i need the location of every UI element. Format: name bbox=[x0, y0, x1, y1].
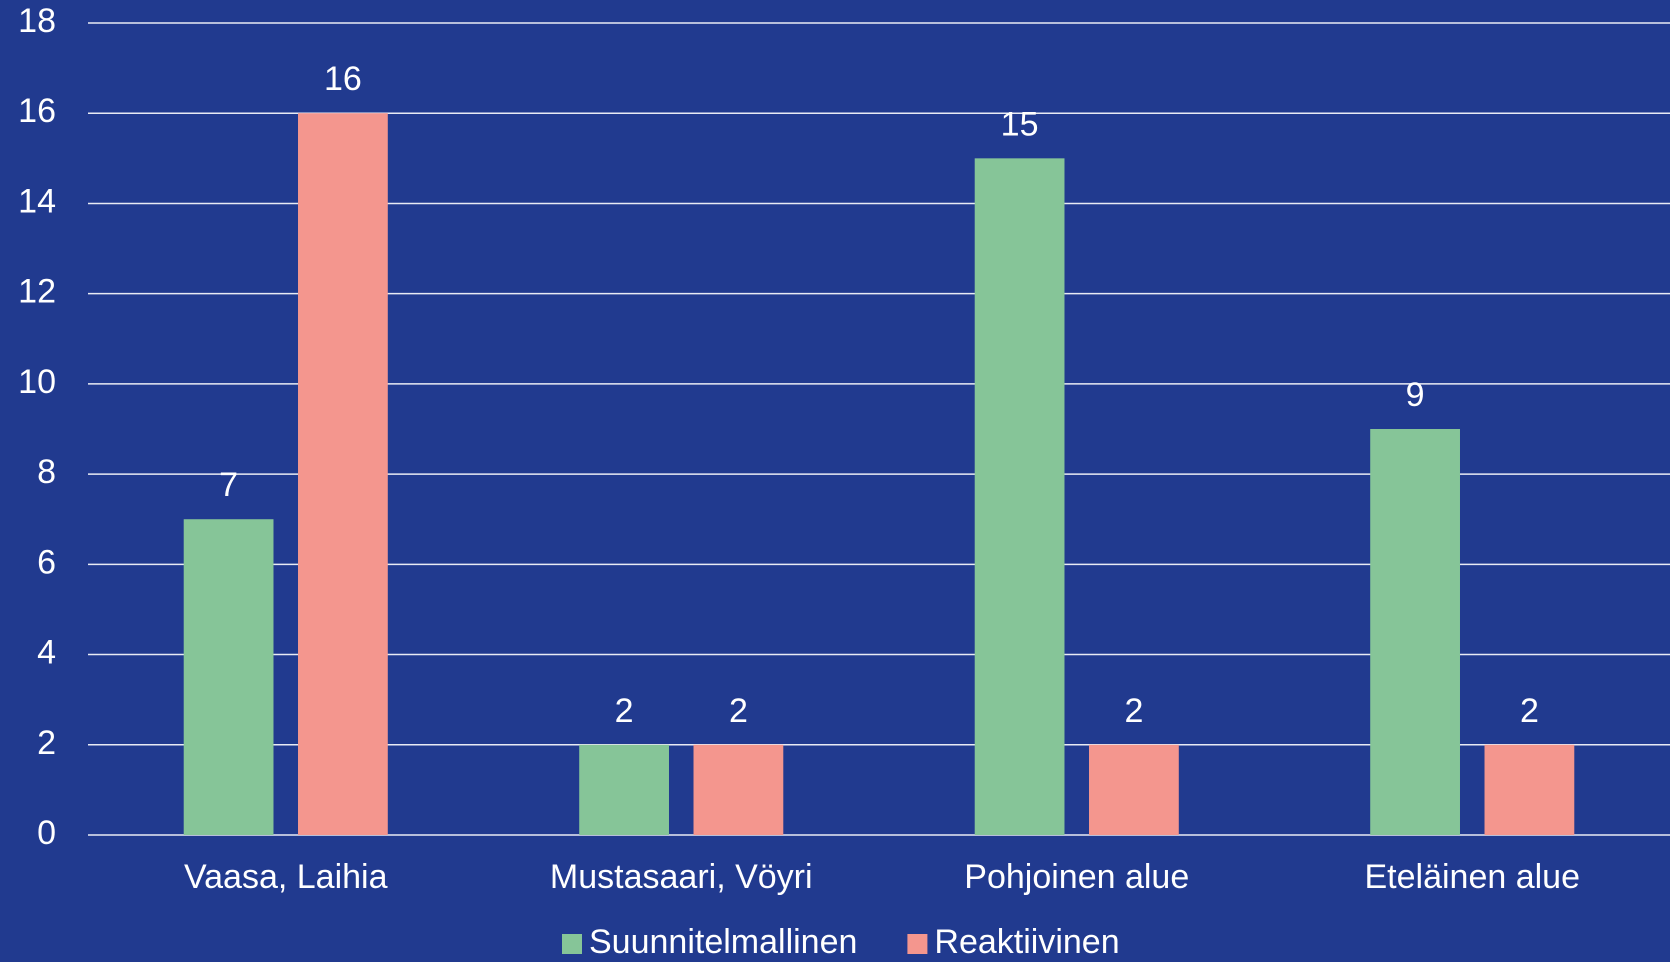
data-label: 2 bbox=[729, 692, 748, 730]
y-tick-label: 16 bbox=[18, 92, 56, 130]
data-label: 2 bbox=[1124, 692, 1143, 730]
x-tick-label: Pohjoinen alue bbox=[964, 858, 1189, 896]
data-label: 16 bbox=[324, 60, 362, 98]
data-label: 2 bbox=[615, 692, 634, 730]
bar bbox=[1484, 744, 1575, 835]
x-tick-label: Mustasaari, Vöyri bbox=[550, 858, 813, 896]
bar bbox=[298, 113, 388, 835]
bar bbox=[579, 744, 669, 835]
legend-label: Suunnitelmallinen bbox=[589, 923, 857, 961]
bar bbox=[1370, 429, 1460, 835]
bar bbox=[974, 158, 1065, 836]
y-tick-label: 10 bbox=[18, 363, 56, 401]
data-label: 7 bbox=[219, 466, 238, 504]
data-label: 15 bbox=[1001, 105, 1039, 143]
x-tick-label: Eteläinen alue bbox=[1364, 858, 1580, 896]
legend-swatch bbox=[907, 934, 928, 954]
bar bbox=[183, 519, 274, 835]
legend-label: Reaktiivinen bbox=[934, 923, 1119, 961]
legend-swatch bbox=[562, 934, 582, 954]
y-tick-label: 14 bbox=[18, 182, 56, 220]
bar bbox=[1089, 744, 1179, 835]
data-label: 9 bbox=[1406, 376, 1425, 414]
y-tick-label: 4 bbox=[37, 634, 56, 672]
bar bbox=[693, 744, 784, 835]
y-tick-label: 18 bbox=[18, 2, 56, 40]
data-label: 2 bbox=[1520, 692, 1539, 730]
y-tick-label: 8 bbox=[37, 453, 56, 491]
y-tick-label: 6 bbox=[37, 543, 56, 581]
x-tick-label: Vaasa, Laihia bbox=[184, 858, 388, 896]
y-tick-label: 2 bbox=[37, 724, 56, 762]
y-tick-label: 12 bbox=[18, 273, 56, 311]
y-tick-label: 0 bbox=[37, 814, 56, 852]
